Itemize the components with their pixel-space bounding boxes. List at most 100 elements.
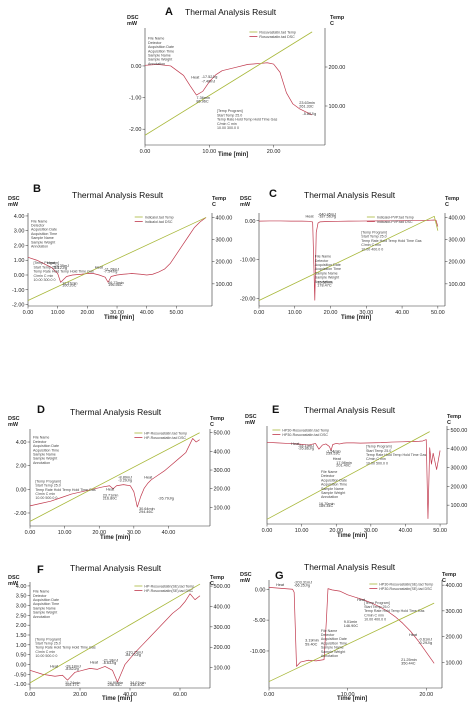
file-info-line: Detector [148, 41, 162, 45]
legend-entry: HP30-Rosuvastatin.tad DSC [282, 433, 328, 437]
right-axis-unit: C [330, 21, 334, 27]
file-info-line: Acquisition Date [33, 444, 59, 448]
x-tick-label: 20.00 [73, 692, 87, 698]
peak-annotation: -270.75mJ [125, 651, 143, 655]
file-info-line: File Name [148, 37, 164, 41]
legend-entry: Indicalol.tad DSC [145, 220, 173, 224]
dsc-chart: 0.00 10.00 20.00 30.00 40.00 4.00 2.00 0.00 -2.0… [14, 429, 231, 536]
legend-entry: Indicalol-PVP.tad Temp [377, 215, 414, 219]
temp-program-line: C/min C min [217, 122, 237, 126]
file-info-line: Annotation [321, 495, 338, 499]
file-info-line: Annotation [315, 280, 332, 284]
right-tick-label: 300.00 [449, 238, 466, 244]
temp-program-line: [Temp Program] [361, 230, 387, 234]
x-axis-name: Time [337, 696, 351, 702]
x-tick-label: 0.00 [254, 310, 265, 316]
peak-annotation: 86.96C [196, 100, 209, 104]
peak-annotation: 3.19min [305, 639, 319, 643]
dsc-chart: 0.00 10.00 20.00 0.00 -5.00 -10.00 100.00 200.0… [250, 580, 462, 698]
x-tick-label: 20.00 [324, 310, 338, 316]
right-tick-label: 200.00 [216, 260, 233, 266]
x-tick-label: 60.00 [173, 692, 187, 698]
peak-annotation: Heat [409, 633, 418, 637]
right-axis-label: Temp C [330, 15, 344, 27]
left-axis-name: DSC [240, 196, 252, 202]
x-tick-label: 0.00 [262, 528, 273, 534]
peak-annotation: Heat [306, 214, 315, 218]
legend-entry: HP30-Rosuvastatin(SE).tad Temp [379, 582, 433, 586]
left-tick-label: 0.50 [16, 653, 27, 659]
x-axis-unit: [min] [115, 535, 131, 541]
panel-E: E Thermal Analysis Result DSC mW Temp C … [237, 396, 474, 546]
panel-label: A [165, 6, 173, 18]
peak-annotation: Heat [50, 664, 59, 668]
panel-label: F [37, 564, 44, 576]
peak-annotation: -21.18mJ [103, 659, 119, 663]
temp-program-line: 10.00 400.0 0 [364, 618, 386, 622]
file-info-line: Acquisition Time [33, 448, 59, 452]
left-tick-label: 0.00 [245, 219, 256, 225]
left-tick-label: -0.50 [14, 672, 27, 678]
x-tick-label: 0.00 [25, 692, 36, 698]
left-axis-unit: mW [240, 202, 251, 208]
chart-title: Thermal Analysis Result [304, 562, 396, 572]
left-axis-name: DSC [127, 15, 139, 21]
panel-F: F Thermal Analysis Result DSC mW Temp C … [0, 560, 237, 708]
dsc-chart: 0.00 10.00 20.00 30.00 40.00 50.00 0.00 -10.00 -… [240, 212, 466, 316]
temp-program-line: Start Temp 25.0 [361, 235, 386, 239]
file-info-line: Sample Name [33, 453, 56, 457]
peak-annotation: -24.35mJ [53, 264, 69, 268]
peak-annotation: 105.17C [65, 683, 80, 687]
temp-program-line: C/min C min [34, 274, 54, 278]
file-info-line: File Name [315, 255, 331, 259]
temp-program-line: [Temp Program] [35, 637, 61, 641]
right-axis-label: Temp C [210, 416, 224, 428]
temp-program-line: [Temp Program] [366, 445, 392, 449]
x-tick-label: 40.00 [399, 528, 413, 534]
x-tick-label: 30.00 [110, 310, 124, 316]
peak-annotation: 9.01min [344, 620, 358, 624]
peak-annotation: -17.52J/g [202, 75, 218, 79]
legend-entry: HP-Rosuvastatin(SE).tad Temp [144, 584, 194, 588]
left-tick-label: 2.00 [14, 243, 25, 249]
temp-program-line: 10.00 500.0 0 [35, 654, 57, 658]
peak-annotation: -5.82J/g [303, 112, 317, 116]
right-axis-name: Temp [212, 196, 227, 202]
left-tick-label: 1.50 [16, 633, 27, 639]
right-tick-label: 300.00 [451, 465, 468, 471]
peak-annotation: 30.64min [139, 507, 155, 511]
right-tick-label: 100.00 [329, 104, 346, 110]
temp-program-line: Start Temp 25.0 [366, 449, 391, 453]
file-info-line: Acquisition Time [33, 602, 59, 606]
chart-title: Thermal Analysis Result [70, 407, 162, 417]
peak-annotation: -6.63J/g [103, 661, 117, 665]
temp-program-line: [Temp Program] [217, 109, 243, 113]
left-axis-name: DSC [8, 196, 20, 202]
file-info-line: Sample Name [148, 54, 171, 58]
file-info-line: Acquisition Time [321, 641, 347, 645]
right-tick-label: 200.00 [214, 487, 231, 493]
temp-program-line: C/min C min [35, 492, 55, 496]
left-axis-unit: mW [245, 420, 256, 426]
temp-series-line [266, 431, 430, 520]
temp-program-line: Temp Rate Hold Temp Hold Time Gas [364, 609, 424, 613]
temp-program-line: 10.00 500.0 0 [35, 496, 57, 500]
right-axis-unit: C [210, 422, 214, 428]
temp-program-line: C/min C min [364, 613, 384, 617]
peak-annotation: 261.33C [299, 104, 314, 108]
peak-annotation: -203.31mJ [294, 581, 312, 585]
right-axis-name: Temp [210, 575, 225, 581]
file-info-line: Detector [33, 594, 47, 598]
right-axis-label: Temp C [212, 196, 226, 208]
left-tick-label: 4.00 [16, 440, 27, 446]
peak-annotation: -0.61mJ [418, 637, 432, 641]
x-tick-label: 30.00 [364, 528, 378, 534]
right-tick-label: 200.00 [214, 645, 231, 651]
file-info-line: Annotation [33, 461, 50, 465]
file-info-line: File Name [321, 470, 337, 474]
left-tick-label: -1.00 [14, 682, 27, 688]
right-axis-name: Temp [210, 416, 225, 422]
left-tick-label: 0.00 [16, 662, 27, 668]
right-axis-unit: C [212, 202, 216, 208]
peak-annotation: 15.52min [317, 281, 333, 285]
